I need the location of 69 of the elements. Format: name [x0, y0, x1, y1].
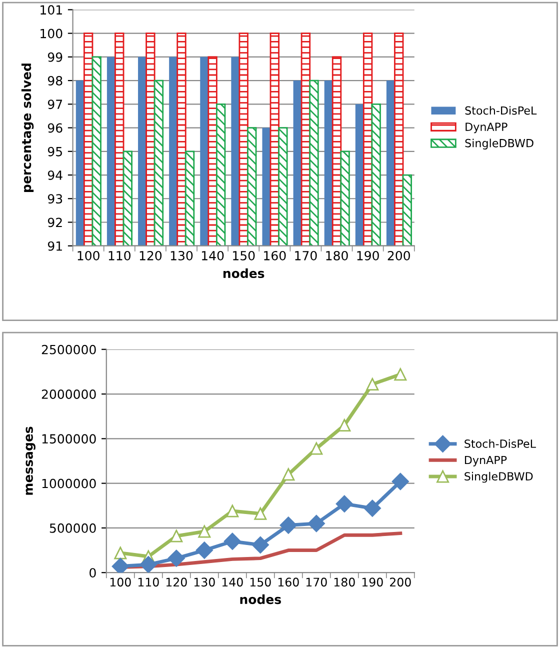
- y-tick-label: 1000000: [42, 478, 96, 488]
- legend-label: Stoch-DisPeL: [465, 106, 537, 115]
- legend-label: Stoch-DisPeL: [464, 439, 536, 448]
- x-tick-label: 130: [194, 578, 215, 587]
- x-tick-label: 190: [357, 250, 379, 260]
- legend-label: DynAPP: [466, 122, 508, 134]
- point: [254, 507, 267, 520]
- point: [282, 468, 295, 481]
- y-axis-title: messages: [26, 426, 36, 495]
- point: [366, 378, 379, 390]
- point: [198, 525, 211, 538]
- y-tick-label: 93: [48, 194, 62, 204]
- x-tick-label: 140: [222, 578, 243, 587]
- y-tick-label: 92: [48, 218, 62, 228]
- x-tick-label: 180: [326, 250, 348, 260]
- x-tick-label: 110: [138, 578, 159, 587]
- y-axis-title: percentage solved: [21, 64, 34, 192]
- legend-label: SingleDBWD: [464, 472, 533, 483]
- x-tick-label: 180: [334, 578, 355, 587]
- point: [196, 542, 213, 559]
- y-tick-label: 2500000: [42, 344, 96, 354]
- x-tick-label: 170: [306, 578, 327, 587]
- x-tick-label: 140: [202, 250, 224, 260]
- legend-label: DynAPP: [464, 456, 507, 466]
- y-tick-label: 101: [40, 5, 62, 15]
- y-tick-label: 99: [48, 52, 62, 62]
- x-tick-label: 150: [250, 578, 271, 587]
- x-tick-label: 100: [110, 578, 131, 587]
- y-tick-label: 97: [48, 100, 62, 110]
- point: [338, 419, 351, 432]
- point: [168, 550, 185, 567]
- y-tick-label: 0: [90, 568, 96, 578]
- point: [394, 368, 407, 381]
- y-tick-label: 98: [48, 76, 62, 86]
- point: [224, 532, 241, 550]
- point: [114, 546, 127, 560]
- x-tick-label: 190: [362, 578, 383, 587]
- x-axis-title: nodes: [240, 594, 281, 604]
- x-tick-label: 200: [390, 578, 411, 587]
- point: [364, 500, 381, 517]
- point: [226, 504, 239, 518]
- point: [336, 495, 353, 512]
- x-tick-label: 120: [166, 578, 187, 587]
- point: [252, 536, 269, 554]
- point: [308, 514, 325, 532]
- point: [280, 516, 297, 534]
- y-tick-label: 95: [48, 146, 62, 156]
- y-tick-label: 91: [48, 241, 62, 251]
- y-tick-label: 96: [48, 123, 62, 133]
- x-tick-label: 120: [140, 250, 162, 260]
- x-tick-label: 160: [264, 250, 286, 260]
- point: [310, 442, 323, 455]
- x-tick-label: 110: [108, 250, 130, 260]
- y-tick-label: 100: [40, 28, 62, 38]
- point: [112, 558, 129, 573]
- x-tick-label: 170: [295, 250, 317, 260]
- y-tick-label: 94: [48, 170, 62, 180]
- point: [170, 530, 183, 542]
- y-tick-label: 1500000: [42, 434, 96, 444]
- x-tick-label: 130: [170, 250, 193, 260]
- point: [140, 556, 157, 573]
- point: [392, 472, 409, 490]
- y-tick-label: 500000: [50, 523, 96, 533]
- y-tick-label: 2000000: [42, 389, 96, 399]
- x-axis-title: nodes: [223, 268, 264, 278]
- x-tick-label: 160: [278, 578, 299, 587]
- x-tick-label: 200: [388, 250, 410, 260]
- x-tick-label: 150: [233, 250, 255, 260]
- legend-label: SingleDBWD: [465, 138, 534, 150]
